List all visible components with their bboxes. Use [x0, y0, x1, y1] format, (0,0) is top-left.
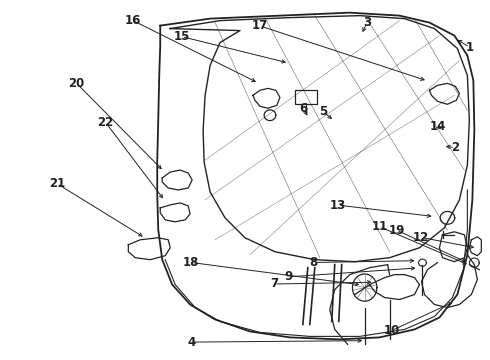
- Bar: [295, 90, 317, 104]
- Text: 12: 12: [413, 231, 429, 244]
- Text: 10: 10: [384, 324, 400, 337]
- Text: 5: 5: [319, 105, 327, 118]
- Text: 9: 9: [285, 270, 293, 283]
- Text: 14: 14: [430, 120, 446, 133]
- Text: 16: 16: [124, 14, 141, 27]
- Text: 3: 3: [363, 16, 371, 29]
- Text: 21: 21: [49, 177, 65, 190]
- Text: 17: 17: [251, 19, 268, 32]
- Text: 7: 7: [270, 278, 278, 291]
- Text: 18: 18: [183, 256, 199, 269]
- Text: 19: 19: [388, 224, 405, 237]
- Text: 11: 11: [371, 220, 388, 233]
- Text: 8: 8: [309, 256, 318, 269]
- Text: 13: 13: [330, 199, 346, 212]
- Text: 2: 2: [451, 141, 459, 154]
- Text: 15: 15: [173, 30, 190, 43]
- Text: 1: 1: [466, 41, 474, 54]
- Text: 22: 22: [98, 116, 114, 129]
- Text: 4: 4: [187, 336, 196, 348]
- Text: 6: 6: [299, 102, 308, 115]
- Text: 20: 20: [68, 77, 85, 90]
